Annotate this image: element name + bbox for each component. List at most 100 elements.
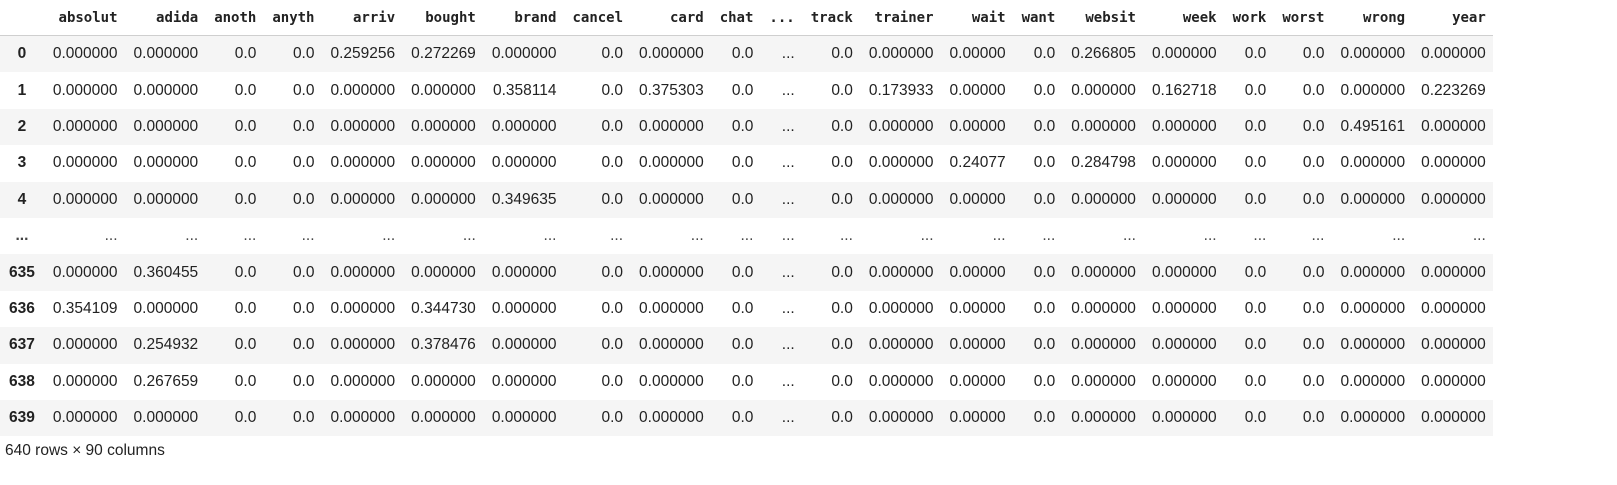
table-cell: 0.000000 <box>1151 409 1217 427</box>
column-header: cancel <box>563 0 631 36</box>
row-index: 1 <box>17 81 27 99</box>
table-cell: 0.0 <box>1033 263 1056 281</box>
table-cell: 0.0 <box>601 263 624 281</box>
table-cell: 0.000000 <box>411 372 476 390</box>
table-cell: 0.0 <box>1033 372 1056 390</box>
table-cell: ... <box>462 227 476 245</box>
table-cell: 0.0 <box>601 81 624 99</box>
table-cell: 0.000000 <box>1071 81 1136 99</box>
row-index: 0 <box>17 45 27 63</box>
table-cell: 0.0 <box>731 45 754 63</box>
column-header: chat <box>710 0 761 36</box>
column-header: brand <box>482 0 564 36</box>
row-index: ... <box>15 227 29 245</box>
table-cell: 0.0 <box>234 190 257 208</box>
table-cell: 0.0 <box>1033 81 1056 99</box>
table-cell: ... <box>610 227 624 245</box>
table-cell: 0.000000 <box>1151 117 1217 135</box>
table-cell: 0.0 <box>234 372 257 390</box>
table-cell: 0.000000 <box>1340 372 1406 390</box>
table-cell: 0.0 <box>601 190 624 208</box>
table-cell: 0.000000 <box>868 336 934 354</box>
table-cell: 0.0 <box>731 263 754 281</box>
table-cell: ... <box>1392 227 1406 245</box>
table-cell: ... <box>781 263 795 281</box>
table-cell: 0.266805 <box>1071 45 1136 63</box>
table-cell: 0.0 <box>1033 190 1056 208</box>
table-cell: 0.0 <box>601 117 624 135</box>
table-cell: ... <box>543 227 557 245</box>
table-cell: ... <box>781 409 795 427</box>
table-cell: 0.0 <box>731 154 754 172</box>
table-cell: 0.0 <box>601 45 624 63</box>
table-cell: 0.0 <box>1302 299 1325 317</box>
table-cell: 0.0 <box>831 336 853 354</box>
table-cell: ... <box>781 190 795 208</box>
table-cell: 0.0 <box>731 81 754 99</box>
table-cell: 0.000000 <box>133 409 199 427</box>
table-cell: 0.000000 <box>1151 263 1217 281</box>
table-cell: 0.000000 <box>639 190 704 208</box>
table-body: 0 0.000000 0.000000 0.0 0.0 0.259256 0.272269 0… <box>0 35 1493 437</box>
table-cell: 0.0 <box>1302 117 1325 135</box>
table-cell: 0.000000 <box>868 154 934 172</box>
table-cell: 0.000000 <box>1071 409 1136 427</box>
table-cell: 0.000000 <box>411 117 476 135</box>
table-cell: 0.0 <box>831 299 853 317</box>
column-header: anoth <box>205 0 264 36</box>
table-row: 1 0.000000 0.000000 0.0 0.0 0.000000 0.000000 0… <box>0 72 1493 109</box>
row-index: 639 <box>9 409 35 427</box>
table-cell: 0.0 <box>731 117 754 135</box>
table-cell: 0.0 <box>831 190 853 208</box>
column-header: week <box>1142 0 1224 36</box>
table-cell: ... <box>243 227 257 245</box>
table-cell: ... <box>781 336 795 354</box>
column-header: arriv <box>321 0 403 36</box>
table-cell: 0.254932 <box>133 336 199 354</box>
table-cell: 0.00000 <box>949 336 1006 354</box>
table-cell: 0.000000 <box>868 190 934 208</box>
table-cell: 0.0 <box>292 45 315 63</box>
table-cell: 0.0 <box>1033 409 1056 427</box>
table-cell: 0.000000 <box>411 263 476 281</box>
table-cell: 0.000000 <box>330 299 396 317</box>
row-index: 3 <box>17 154 27 172</box>
table-cell: 0.0 <box>292 409 315 427</box>
table-cell: 0.0 <box>731 336 754 354</box>
table-cell: 0.000000 <box>1071 263 1136 281</box>
table-cell: 0.000000 <box>1421 154 1486 172</box>
table-cell: 0.0 <box>1033 117 1056 135</box>
table-cell: 0.0 <box>1302 372 1325 390</box>
table-cell: 0.000000 <box>52 190 118 208</box>
table-cell: 0.0 <box>601 336 624 354</box>
table-cell: 0.0 <box>234 263 257 281</box>
table-row: 638 0.000000 0.267659 0.0 0.0 0.000000 0.00000… <box>0 363 1493 400</box>
table-cell: 0.0 <box>1244 336 1267 354</box>
table-cell: 0.000000 <box>1071 372 1136 390</box>
table-cell: 0.000000 <box>868 117 934 135</box>
table-cell: 0.000000 <box>52 45 118 63</box>
table-cell: 0.0 <box>831 263 853 281</box>
table-cell: 0.000000 <box>330 263 396 281</box>
table-cell: 0.375303 <box>639 81 704 99</box>
table-cell: 0.000000 <box>491 154 557 172</box>
table-cell: 0.0 <box>831 45 853 63</box>
dataframe-output: absolut adida anoth anyth arriv bought brand ca… <box>0 0 1493 459</box>
table-cell: 0.0 <box>1244 263 1267 281</box>
table-cell: ... <box>1311 227 1325 245</box>
table-cell: 0.000000 <box>1071 299 1136 317</box>
table-cell: 0.000000 <box>868 299 934 317</box>
table-cell: 0.000000 <box>1421 190 1486 208</box>
table-cell: 0.000000 <box>868 45 934 63</box>
table-cell: 0.000000 <box>491 117 557 135</box>
table-cell: 0.267659 <box>133 372 199 390</box>
column-header: anyth <box>263 0 322 36</box>
table-cell: 0.000000 <box>1340 299 1406 317</box>
table-cell: 0.358114 <box>492 81 557 99</box>
column-header: worst <box>1273 0 1332 36</box>
table-cell: 0.0 <box>292 154 315 172</box>
table-cell: 0.000000 <box>491 336 557 354</box>
table-cell: ... <box>781 117 795 135</box>
row-index: 635 <box>9 263 35 281</box>
table-cell: 0.00000 <box>949 372 1006 390</box>
